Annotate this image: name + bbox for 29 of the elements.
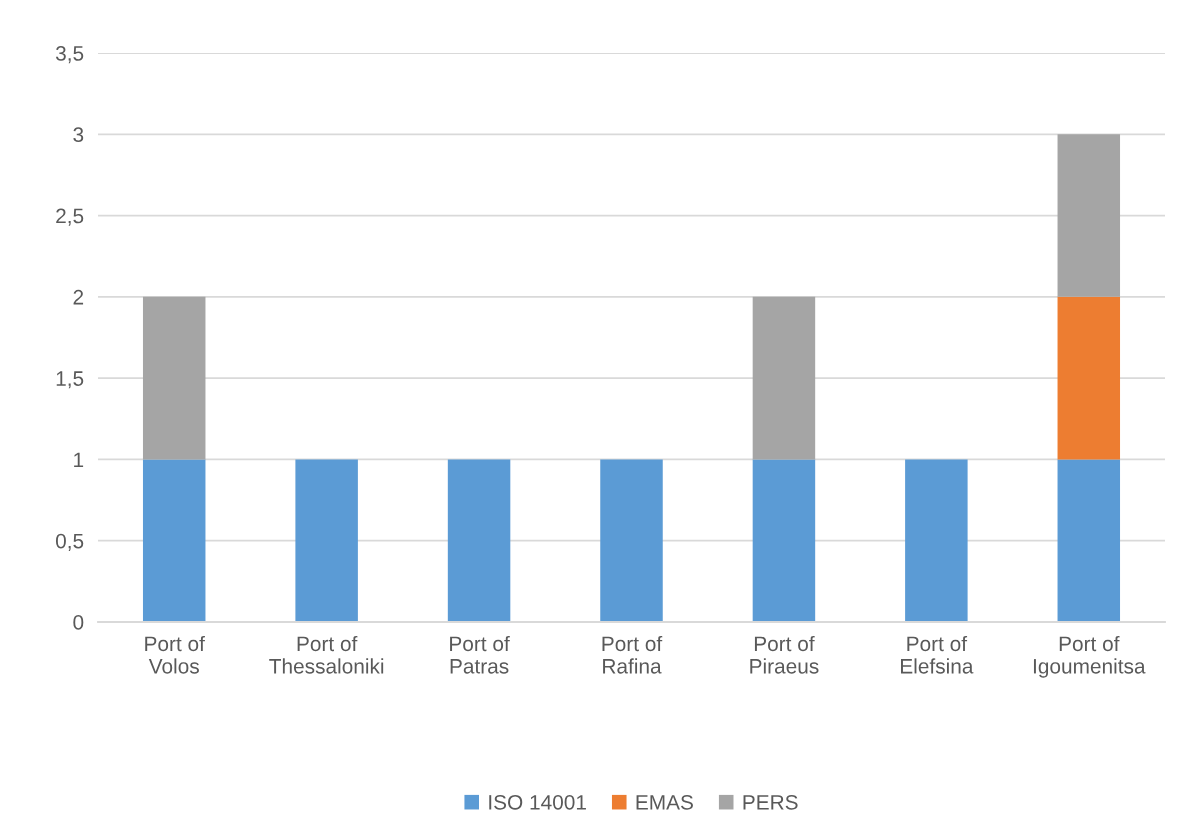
bar	[447, 459, 511, 622]
bar	[295, 459, 358, 622]
x-tick-label: Port of Patras	[450, 635, 510, 674]
y-tick-label: 0,5	[55, 533, 84, 551]
bar	[1057, 296, 1121, 460]
bar	[1057, 134, 1121, 297]
bar	[1057, 459, 1121, 622]
bar	[600, 459, 663, 622]
x-tick-label: Port of Thessaloniki	[269, 635, 384, 674]
x-tick-label: Port of Rafina	[602, 635, 663, 674]
x-tick-label: Port of Piraeus	[750, 635, 819, 674]
y-tick-label: 1,5	[56, 371, 84, 389]
bar	[905, 459, 968, 622]
legend-label: EMAS	[636, 794, 693, 810]
y-tick-label: 2	[73, 289, 84, 305]
bar	[142, 459, 206, 622]
x-tick-label: Port of Elefsina	[901, 635, 974, 674]
y-tick-label: 3	[73, 127, 84, 143]
x-tick-label: Port of Volos	[145, 635, 205, 674]
bar	[752, 459, 816, 622]
y-tick-label: 1	[74, 452, 84, 467]
legend-label: ISO 14001	[489, 794, 586, 810]
legend-label: PERS	[743, 794, 798, 810]
x-tick-label: Port of Igoumenitsa	[1033, 635, 1146, 678]
y-tick-label: 3,5	[55, 46, 84, 64]
bar	[142, 296, 206, 460]
y-tick-label: 2,5	[56, 208, 84, 226]
y-tick-label: 0	[73, 615, 84, 630]
bar	[752, 296, 816, 460]
